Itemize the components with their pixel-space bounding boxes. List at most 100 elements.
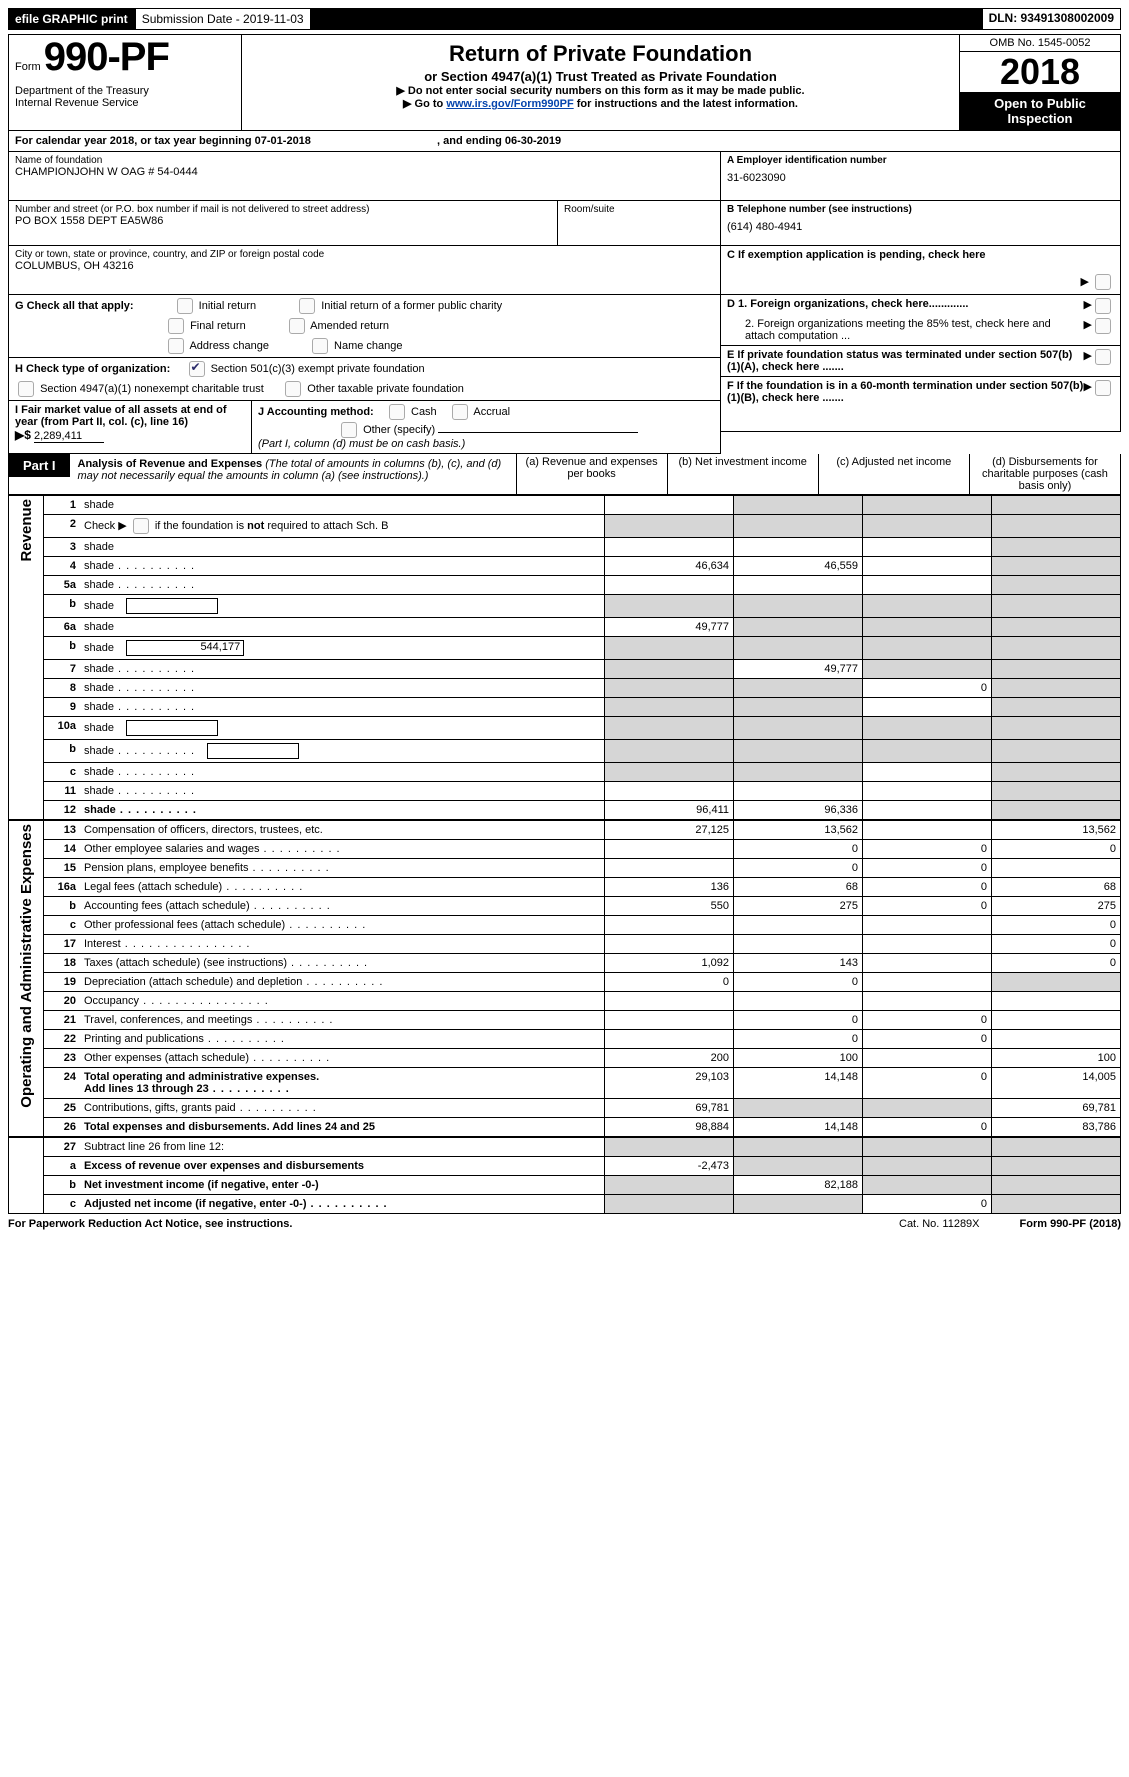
amount-cell: 0	[605, 973, 734, 992]
identity-left: Name of foundation CHAMPIONJOHN W OAG # …	[8, 152, 721, 454]
amount-cell: 275	[734, 897, 863, 916]
line-description: Other employee salaries and wages	[80, 840, 605, 859]
amount-cell	[992, 496, 1121, 515]
tax-year: 2018	[960, 52, 1120, 92]
initial-former-checkbox[interactable]	[299, 298, 315, 314]
street-label: Number and street (or P.O. box number if…	[15, 204, 551, 215]
line-description: Net investment income (if negative, ente…	[80, 1176, 605, 1195]
amount-cell: 0	[992, 954, 1121, 973]
amount-cell	[605, 782, 734, 801]
table-row: cOther professional fees (attach schedul…	[9, 916, 1121, 935]
amount-cell	[605, 660, 734, 679]
line-number: 16a	[44, 878, 81, 897]
status-terminated-checkbox[interactable]	[1095, 349, 1111, 365]
amount-cell	[863, 698, 992, 717]
cash-checkbox[interactable]	[389, 404, 405, 420]
amount-cell	[992, 717, 1121, 740]
line-description: Interest	[80, 935, 605, 954]
table-row: 17Interest0	[9, 935, 1121, 954]
table-row: 15Pension plans, employee benefits00	[9, 859, 1121, 878]
part1-header: Part I Analysis of Revenue and Expenses …	[8, 454, 1121, 495]
line-description: Legal fees (attach schedule)	[80, 878, 605, 897]
foreign-85-checkbox[interactable]	[1095, 318, 1111, 334]
table-row: 20Occupancy	[9, 992, 1121, 1011]
line-number: 11	[44, 782, 81, 801]
table-row: 9shade	[9, 698, 1121, 717]
amount-cell: 0	[863, 1030, 992, 1049]
amount-cell: 14,148	[734, 1118, 863, 1138]
name-change-label: Name change	[334, 340, 403, 352]
summary-vlabel	[9, 1137, 44, 1214]
section-i: I Fair market value of all assets at end…	[8, 401, 252, 454]
amount-cell: 550	[605, 897, 734, 916]
column-headers: (a) Revenue and expenses per books (b) N…	[516, 454, 1120, 494]
amount-cell	[605, 698, 734, 717]
amount-cell	[992, 1157, 1121, 1176]
revenue-vlabel: Revenue	[9, 496, 44, 821]
line-number: 21	[44, 1011, 81, 1030]
amount-cell	[863, 916, 992, 935]
amount-cell	[992, 1176, 1121, 1195]
accrual-checkbox[interactable]	[452, 404, 468, 420]
d2-label: 2. Foreign organizations meeting the 85%…	[727, 318, 1084, 342]
amount-cell: 96,411	[605, 801, 734, 821]
header-left: Form 990-PF Department of the Treasury I…	[8, 34, 241, 131]
other-method-checkbox[interactable]	[341, 422, 357, 438]
line-number: 27	[44, 1137, 81, 1157]
amount-cell: 13,562	[734, 820, 863, 840]
accrual-label: Accrual	[473, 406, 510, 418]
line-number: c	[44, 1195, 81, 1214]
amount-cell: 96,336	[734, 801, 863, 821]
table-row: aExcess of revenue over expenses and dis…	[9, 1157, 1121, 1176]
j-note: (Part I, column (d) must be on cash basi…	[258, 438, 714, 450]
city-cell: City or town, state or province, country…	[8, 246, 721, 295]
line-description: shade	[80, 557, 605, 576]
amount-cell	[992, 740, 1121, 763]
initial-return-checkbox[interactable]	[177, 298, 193, 314]
4947-checkbox[interactable]	[18, 381, 34, 397]
501c3-checkbox[interactable]	[189, 361, 205, 377]
section-g: G Check all that apply: Initial return I…	[8, 295, 721, 358]
section-e: E If private foundation status was termi…	[721, 346, 1121, 377]
line-number: a	[44, 1157, 81, 1176]
amount-cell	[863, 618, 992, 637]
goto-pre: ▶ Go to	[403, 98, 446, 110]
line-number: 7	[44, 660, 81, 679]
amount-cell	[605, 595, 734, 618]
line-description: Accounting fees (attach schedule)	[80, 897, 605, 916]
amended-return-checkbox[interactable]	[289, 318, 305, 334]
60-month-checkbox[interactable]	[1095, 380, 1111, 396]
line-number: 10a	[44, 717, 81, 740]
table-row: 27Subtract line 26 from line 12:	[9, 1137, 1121, 1157]
table-row: 25Contributions, gifts, grants paid69,78…	[9, 1099, 1121, 1118]
amount-cell	[605, 840, 734, 859]
amount-cell: 14,005	[992, 1068, 1121, 1099]
ein-label: A Employer identification number	[727, 155, 1114, 166]
line-number: 25	[44, 1099, 81, 1118]
amount-cell	[992, 679, 1121, 698]
amount-cell: 0	[863, 878, 992, 897]
sch-b-checkbox[interactable]	[133, 518, 149, 534]
irs-label: Internal Revenue Service	[15, 97, 235, 109]
street-cell: Number and street (or P.O. box number if…	[8, 201, 558, 246]
name-change-checkbox[interactable]	[312, 338, 328, 354]
amount-cell	[863, 1099, 992, 1118]
irs-link[interactable]: www.irs.gov/Form990PF	[446, 98, 573, 110]
exemption-pending-checkbox[interactable]	[1095, 274, 1111, 290]
g-label: G Check all that apply:	[15, 300, 134, 312]
foreign-org-checkbox[interactable]	[1095, 298, 1111, 314]
final-return-checkbox[interactable]	[168, 318, 184, 334]
amount-cell	[605, 992, 734, 1011]
address-row: Number and street (or P.O. box number if…	[8, 201, 721, 246]
fmv-arrow: ▶$	[15, 428, 31, 442]
amount-cell	[863, 1176, 992, 1195]
amount-cell	[863, 496, 992, 515]
line-description: shade	[80, 595, 605, 618]
amount-cell	[605, 740, 734, 763]
address-change-checkbox[interactable]	[168, 338, 184, 354]
amount-cell: 0	[863, 1011, 992, 1030]
line-description: shade	[80, 618, 605, 637]
amount-cell	[863, 1137, 992, 1157]
amount-cell: 46,559	[734, 557, 863, 576]
other-taxable-checkbox[interactable]	[285, 381, 301, 397]
